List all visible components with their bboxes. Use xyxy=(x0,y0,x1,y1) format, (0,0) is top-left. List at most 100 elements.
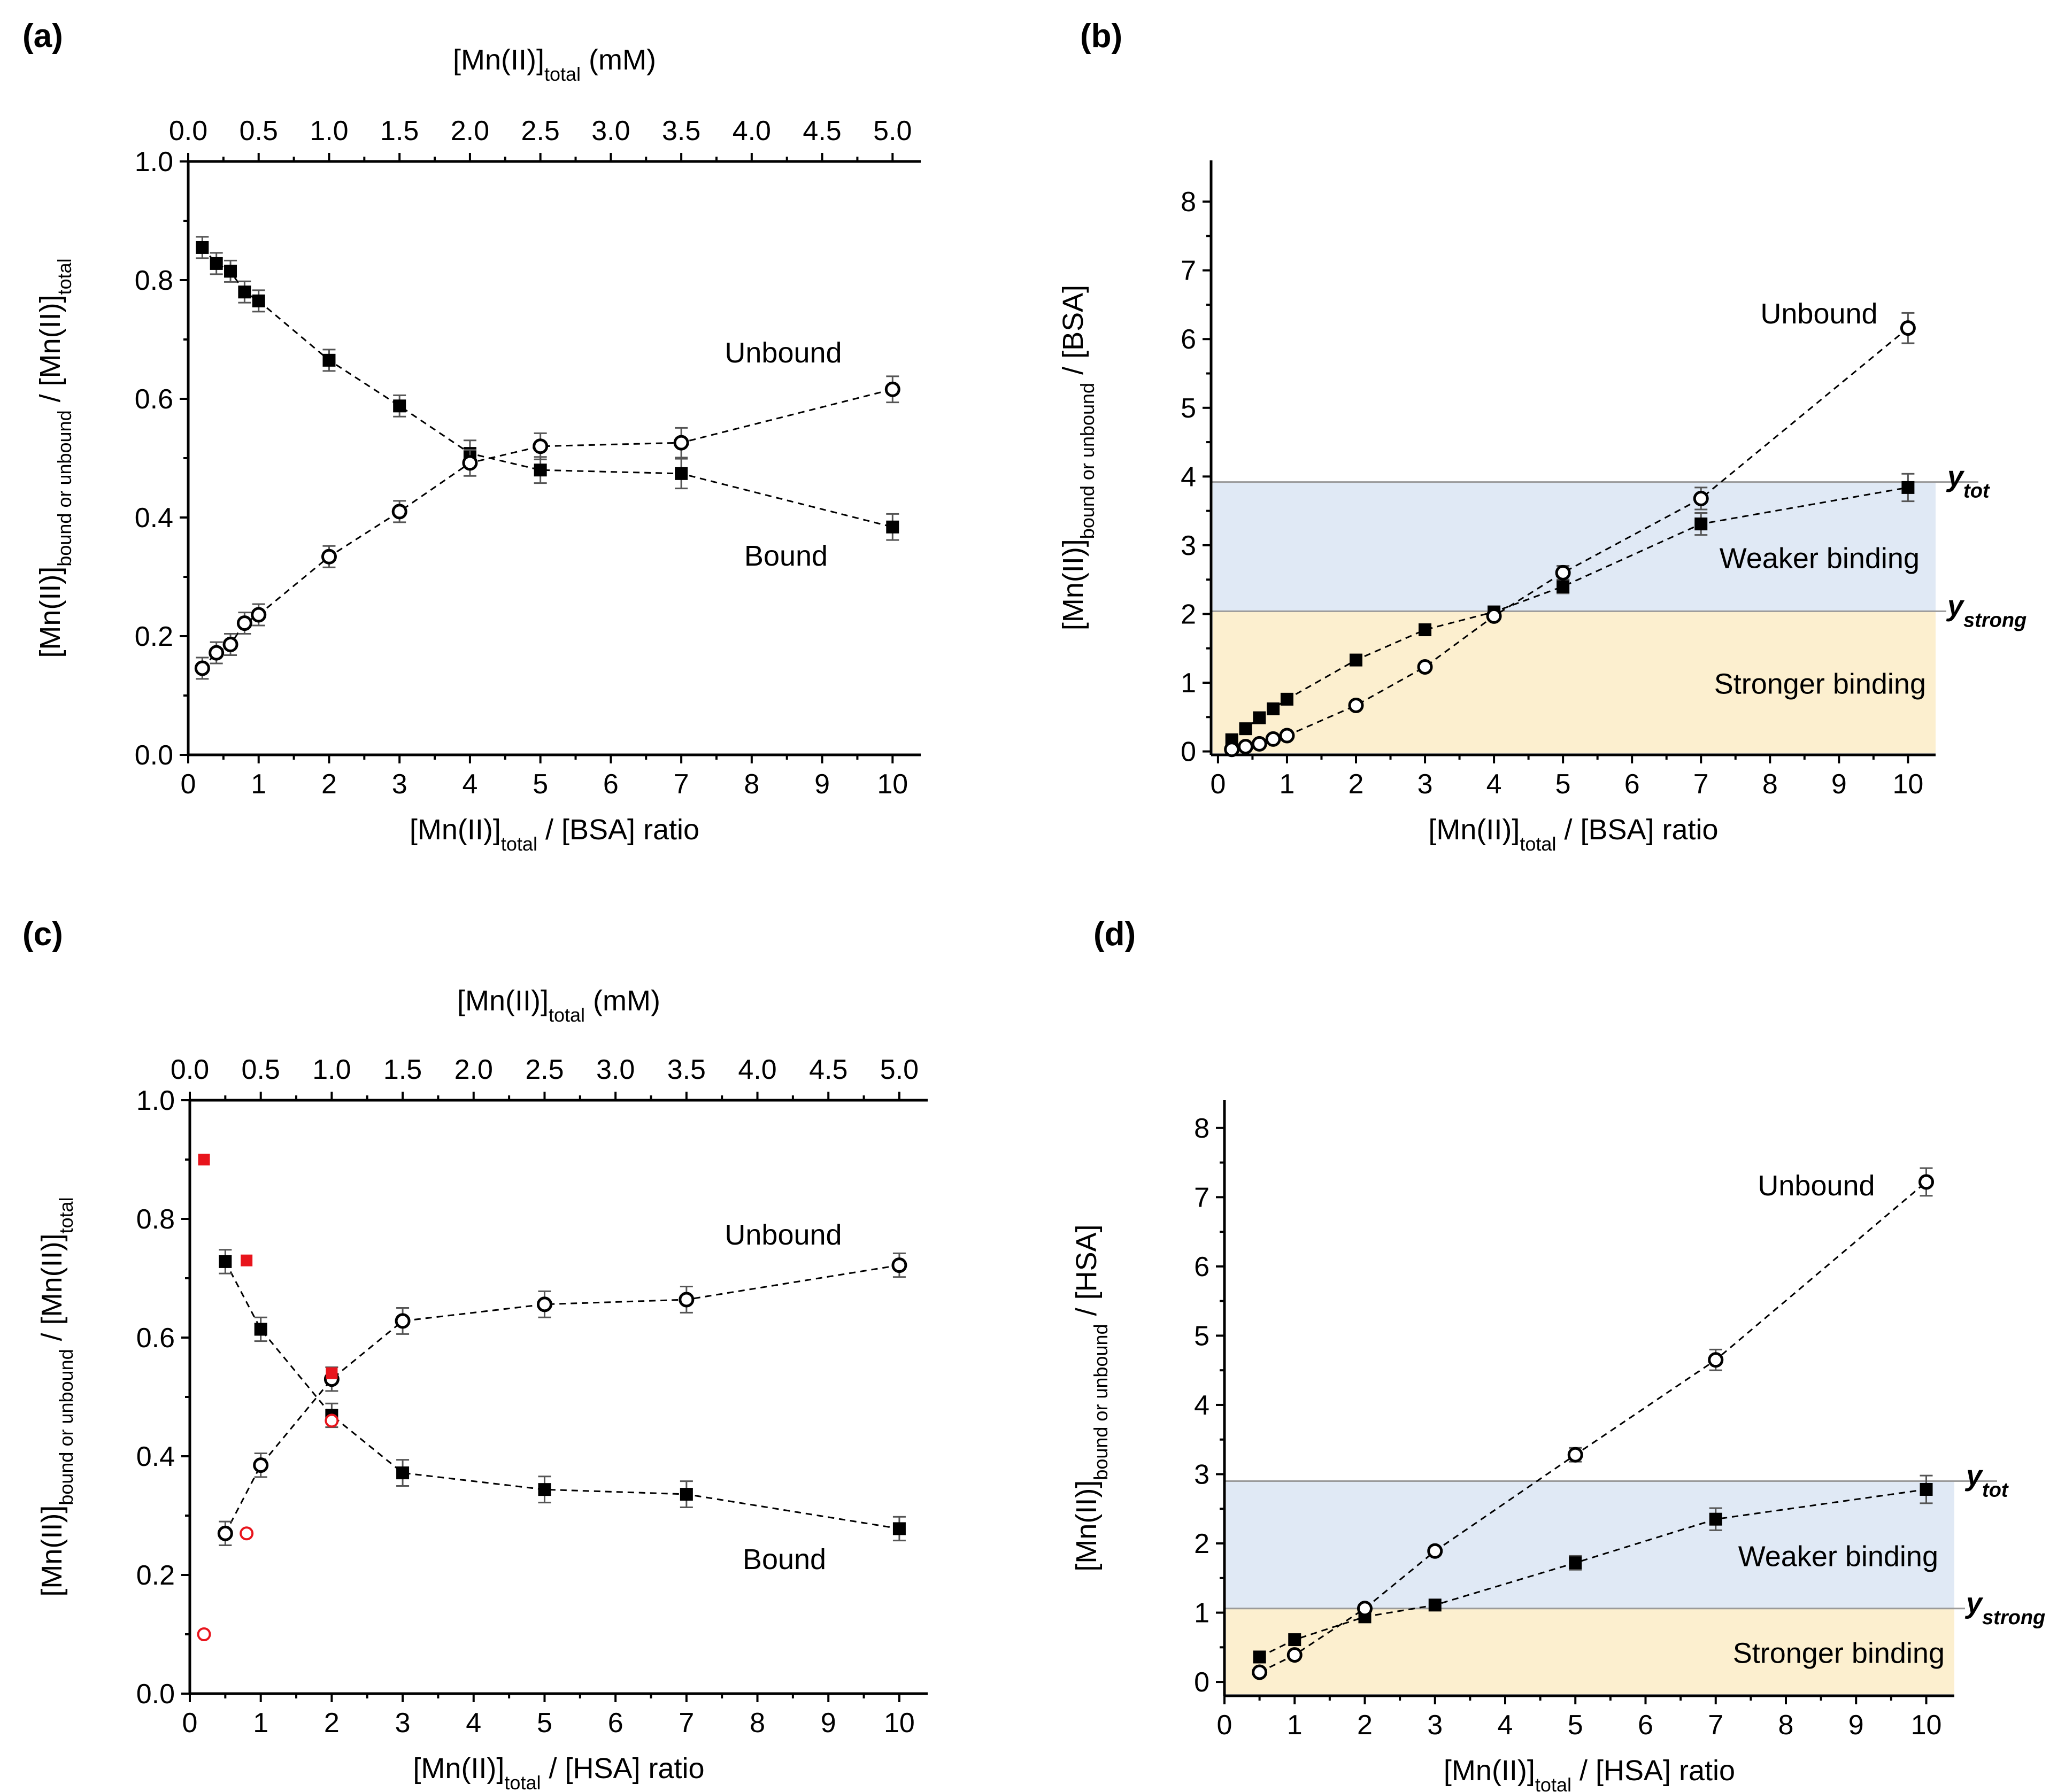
panel-label: (b) xyxy=(1080,18,1122,55)
bound-point xyxy=(322,353,336,367)
x-tick-label: 2 xyxy=(321,769,337,800)
label-subscript: total xyxy=(504,1772,541,1792)
y-tick-label: 0.4 xyxy=(135,503,173,534)
label-text: [Mn(II)] xyxy=(1444,1755,1535,1787)
x-tick-label: 6 xyxy=(1638,1710,1653,1741)
label-subscript: total xyxy=(1535,1774,1571,1792)
y-tot-main: y xyxy=(1964,1459,1984,1492)
unbound-point xyxy=(1900,320,1916,336)
x-tick-label: 7 xyxy=(674,769,689,800)
label-text: / [BSA] xyxy=(1057,285,1089,383)
x-tick-label: 0 xyxy=(181,769,196,800)
unbound-point xyxy=(679,1292,695,1308)
y-tick-label: 0.8 xyxy=(135,265,173,296)
bound-point xyxy=(1920,1482,1933,1496)
y-tick-label: 0.0 xyxy=(136,1679,175,1710)
top-tick-label: 4.0 xyxy=(733,115,771,146)
label-text: [Mn(II)] xyxy=(410,814,501,846)
unbound-point xyxy=(236,615,252,631)
top-tick-label: 5.0 xyxy=(873,115,912,146)
label-subscript: total xyxy=(501,833,537,855)
y-tick-label: 0.8 xyxy=(136,1204,175,1235)
stronger-binding-label: Stronger binding xyxy=(1714,668,1926,700)
label-subscript: total xyxy=(544,63,581,85)
x-tick-label: 3 xyxy=(392,769,407,800)
unbound-point xyxy=(222,637,238,653)
label-text: (mM) xyxy=(581,44,656,76)
label-text: / [HSA] ratio xyxy=(1571,1755,1735,1787)
y-tick-label: 3 xyxy=(1194,1459,1209,1490)
x-axis-title: [Mn(II)]total / [HSA] ratio xyxy=(413,1752,704,1792)
x-tick-label: 4 xyxy=(1486,769,1502,800)
unbound-point xyxy=(1238,739,1254,755)
y-tick-label: 0.2 xyxy=(136,1560,175,1591)
bound-point xyxy=(254,1323,267,1336)
unbound-label: Unbound xyxy=(725,337,842,369)
label-subscript: bound or unbound xyxy=(1076,383,1098,539)
bound-red-point xyxy=(198,1154,210,1165)
label-subscript: total xyxy=(53,258,75,295)
unbound-point xyxy=(536,1296,552,1312)
unbound-point xyxy=(673,435,689,451)
x-tick-label: 9 xyxy=(1831,769,1847,800)
x-tick-label: 5 xyxy=(1555,769,1571,800)
x-tick-label: 0 xyxy=(1210,769,1226,800)
bound-label: Bound xyxy=(744,540,828,572)
y-strong-main: y xyxy=(1964,1587,1984,1619)
unbound-label: Unbound xyxy=(1758,1170,1875,1202)
weaker-binding-band xyxy=(1213,482,1936,612)
unbound-point xyxy=(209,645,225,661)
y-strong-label: ystrong xyxy=(1946,590,2027,631)
x-tick-label: 2 xyxy=(324,1708,340,1739)
y-tick-label: 5 xyxy=(1194,1320,1209,1351)
panel-label: (c) xyxy=(22,916,63,953)
unbound-point xyxy=(1357,1601,1373,1617)
unbound-point xyxy=(1555,565,1571,581)
y-tick-label: 1 xyxy=(1181,668,1196,699)
unbound-red-point xyxy=(240,1526,254,1541)
unbound-point xyxy=(1417,659,1433,675)
unbound-label: Unbound xyxy=(1760,298,1877,330)
unbound-point xyxy=(395,1313,411,1329)
y-strong-subscript: strong xyxy=(1963,609,2027,631)
x-tick-label: 6 xyxy=(603,769,619,800)
bound-point xyxy=(252,294,265,307)
unbound-point xyxy=(1265,731,1281,747)
y-tot-main: y xyxy=(1946,461,1965,493)
bound-point xyxy=(1428,1598,1442,1612)
bound-point xyxy=(1253,711,1266,724)
x-tick-label: 8 xyxy=(744,769,759,800)
x-axis-title: [Mn(II)]total / [BSA] ratio xyxy=(410,814,699,855)
bound-point xyxy=(1239,722,1252,736)
x-axis-title: [Mn(II)]total / [HSA] ratio xyxy=(1444,1755,1735,1792)
top-tick-label: 0.0 xyxy=(171,1054,209,1085)
x-tick-label: 3 xyxy=(395,1708,411,1739)
y-tick-label: 2 xyxy=(1194,1528,1209,1559)
label-text: / [BSA] ratio xyxy=(537,814,699,846)
y-tick-label: 0 xyxy=(1181,737,1196,768)
unbound-point xyxy=(1224,741,1240,758)
bound-point xyxy=(1419,623,1432,637)
x-tick-label: 10 xyxy=(884,1708,915,1739)
x-tick-label: 1 xyxy=(1279,769,1295,800)
weaker-binding-label: Weaker binding xyxy=(1720,542,1920,574)
bound-point xyxy=(1253,1650,1266,1664)
y-tick-label: 1.0 xyxy=(135,146,173,177)
x-tick-label: 9 xyxy=(821,1708,836,1739)
unbound-point xyxy=(251,607,267,623)
label-subscript: total xyxy=(549,1004,585,1026)
x-tick-label: 8 xyxy=(1762,769,1778,800)
y-strong-label: ystrong xyxy=(1964,1587,2045,1629)
bound-point xyxy=(1350,653,1362,667)
x-tick-label: 5 xyxy=(537,1708,552,1739)
top-tick-label: 3.5 xyxy=(667,1054,706,1085)
bound-point xyxy=(680,1488,693,1501)
bound-point xyxy=(238,285,251,299)
x-tick-label: 0 xyxy=(182,1708,198,1739)
x-tick-label: 6 xyxy=(1624,769,1640,800)
top-tick-label: 4.5 xyxy=(809,1054,847,1085)
panel-label: (a) xyxy=(22,18,63,55)
top-axis-title: [Mn(II)]total (mM) xyxy=(457,985,660,1026)
bound-point xyxy=(538,1483,551,1496)
y-tick-label: 0.2 xyxy=(135,621,173,652)
